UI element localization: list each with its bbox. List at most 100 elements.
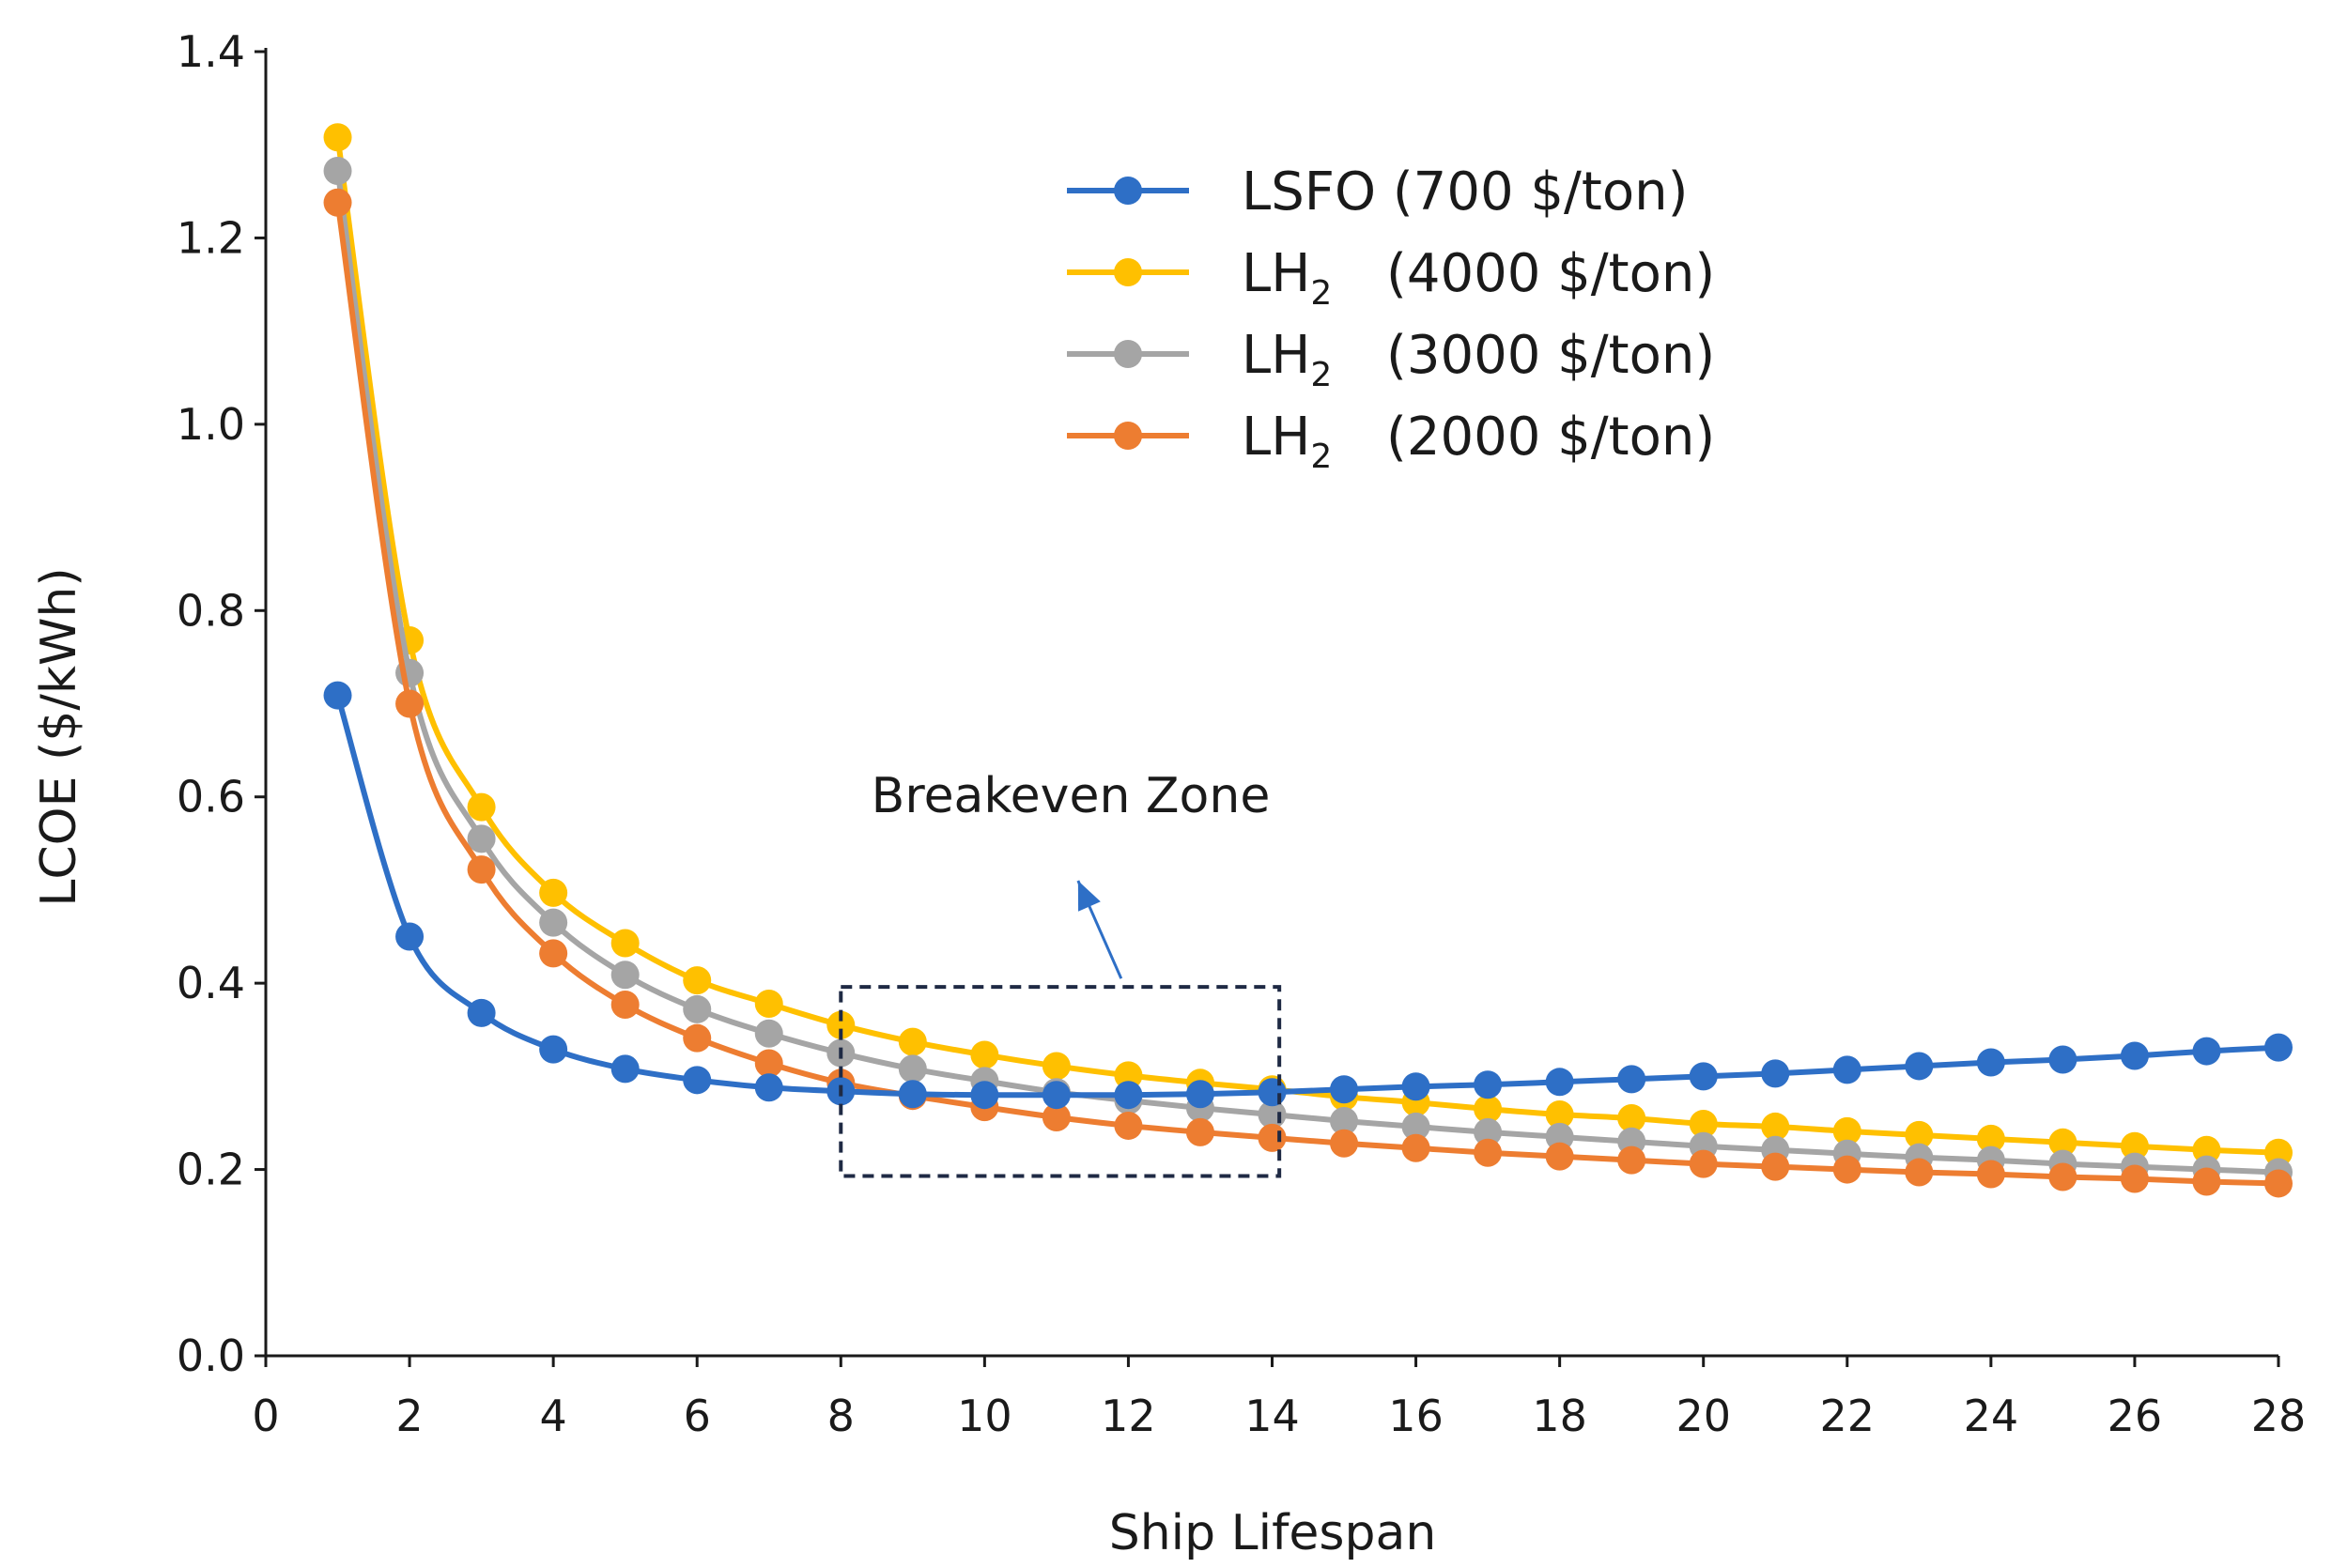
axes: 0.00.20.40.60.81.01.21.40 2 4 6 8 10 12 14 16 18 2… bbox=[177, 26, 2306, 1441]
data-point bbox=[2120, 1131, 2149, 1161]
series-line bbox=[334, 694, 2279, 1099]
legend-swatch-marker bbox=[1114, 340, 1142, 368]
data-point bbox=[1761, 1152, 1790, 1181]
data-point bbox=[1042, 1052, 1071, 1081]
legend-swatch-marker bbox=[1114, 258, 1142, 286]
data-point bbox=[1545, 1068, 1574, 1097]
data-point bbox=[1545, 1100, 1574, 1130]
data-point bbox=[1832, 1055, 1861, 1084]
data-point bbox=[610, 961, 640, 990]
data-point bbox=[2264, 1169, 2293, 1198]
data-point bbox=[323, 156, 352, 185]
data-point bbox=[1401, 1133, 1430, 1162]
data-point bbox=[1689, 1149, 1718, 1178]
series-3 bbox=[323, 188, 2293, 1198]
data-point bbox=[1330, 1106, 1359, 1135]
data-point bbox=[467, 998, 496, 1027]
data-point bbox=[683, 966, 712, 995]
data-point bbox=[2192, 1037, 2221, 1066]
data-point bbox=[1114, 1081, 1143, 1110]
y-tick-label: 0.4 bbox=[177, 958, 245, 1008]
data-point bbox=[1689, 1062, 1718, 1091]
data-point bbox=[826, 1010, 856, 1039]
legend-label: LH2 (4000 $/ton) bbox=[1242, 243, 1715, 313]
y-tick-label: 1.0 bbox=[177, 399, 245, 450]
data-point bbox=[395, 922, 425, 951]
data-point bbox=[683, 994, 712, 1023]
data-point bbox=[898, 1027, 927, 1056]
data-point bbox=[970, 1040, 999, 1069]
data-point bbox=[1474, 1095, 1503, 1124]
legend-label: LSFO (700 $/ton) bbox=[1242, 161, 1688, 223]
data-point bbox=[1761, 1112, 1790, 1141]
breakeven-zone-label: Breakeven Zone bbox=[872, 768, 1271, 824]
legend: LSFO (700 $/ton) LH2 (4000 $/ton) LH2 (3000 … bbox=[1067, 161, 1715, 476]
data-point bbox=[467, 792, 496, 822]
data-point bbox=[610, 990, 640, 1019]
data-point bbox=[1258, 1123, 1287, 1152]
data-point bbox=[1617, 1104, 1646, 1133]
data-point bbox=[323, 188, 352, 217]
annotation-group: Breakeven Zone bbox=[839, 768, 1282, 1178]
data-point bbox=[2264, 1138, 2293, 1167]
x-tick-label: 14 bbox=[1244, 1391, 1300, 1441]
data-point bbox=[754, 1019, 783, 1048]
data-point bbox=[1617, 1065, 1646, 1094]
data-point bbox=[898, 1080, 927, 1109]
x-tick-label: 8 bbox=[827, 1391, 855, 1441]
data-point bbox=[1401, 1072, 1430, 1101]
data-point bbox=[1905, 1120, 1934, 1149]
series-group bbox=[323, 123, 2293, 1198]
data-point bbox=[1976, 1160, 2005, 1189]
data-point bbox=[1330, 1129, 1359, 1158]
series-line bbox=[334, 170, 2279, 1176]
x-tick-label: 26 bbox=[2108, 1391, 2163, 1441]
data-point bbox=[539, 939, 568, 968]
series-0 bbox=[323, 681, 2293, 1110]
data-point bbox=[1474, 1138, 1503, 1167]
y-tick-label: 0.0 bbox=[177, 1330, 245, 1381]
data-point bbox=[467, 824, 496, 853]
legend-item-2: LH2 (3000 $/ton) bbox=[1067, 325, 1715, 394]
legend-label: LH2 (3000 $/ton) bbox=[1242, 325, 1715, 394]
data-point bbox=[754, 1073, 783, 1102]
series-2 bbox=[323, 156, 2293, 1187]
data-point bbox=[1474, 1117, 1503, 1146]
data-point bbox=[323, 123, 352, 152]
data-point bbox=[1905, 1158, 1934, 1187]
x-tick-label: 4 bbox=[540, 1391, 567, 1441]
data-point bbox=[2120, 1164, 2149, 1193]
x-tick-label: 28 bbox=[2251, 1391, 2307, 1441]
data-point bbox=[610, 929, 640, 958]
data-point bbox=[2048, 1128, 2077, 1157]
data-point bbox=[1185, 1080, 1214, 1109]
x-tick-label: 2 bbox=[395, 1391, 423, 1441]
y-tick-label: 0.8 bbox=[177, 585, 245, 636]
x-tick-label: 24 bbox=[1964, 1391, 2019, 1441]
data-point bbox=[1905, 1052, 1934, 1081]
data-point bbox=[323, 681, 352, 710]
data-point bbox=[683, 1023, 712, 1053]
legend-swatch-marker bbox=[1114, 177, 1142, 205]
data-point bbox=[2048, 1045, 2077, 1074]
data-point bbox=[1761, 1059, 1790, 1088]
data-point bbox=[1617, 1145, 1646, 1175]
data-point bbox=[2192, 1167, 2221, 1196]
x-axis-title: Ship Lifespan bbox=[1109, 1505, 1437, 1561]
data-point bbox=[1689, 1109, 1718, 1138]
data-point bbox=[970, 1081, 999, 1110]
breakeven-zone-box bbox=[839, 985, 1282, 1178]
data-point bbox=[1832, 1116, 1861, 1145]
x-tick-label: 12 bbox=[1101, 1391, 1156, 1441]
data-point bbox=[1832, 1155, 1861, 1184]
data-point bbox=[1042, 1081, 1071, 1110]
data-point bbox=[2120, 1041, 2149, 1070]
data-point bbox=[1258, 1078, 1287, 1107]
y-tick-label: 0.2 bbox=[177, 1145, 245, 1195]
data-point bbox=[467, 855, 496, 884]
legend-item-0: LSFO (700 $/ton) bbox=[1067, 161, 1688, 223]
y-axis-title: LCOE ($/kWh) bbox=[31, 567, 87, 906]
data-point bbox=[1401, 1112, 1430, 1141]
data-point bbox=[610, 1054, 640, 1084]
series-1 bbox=[323, 123, 2293, 1167]
